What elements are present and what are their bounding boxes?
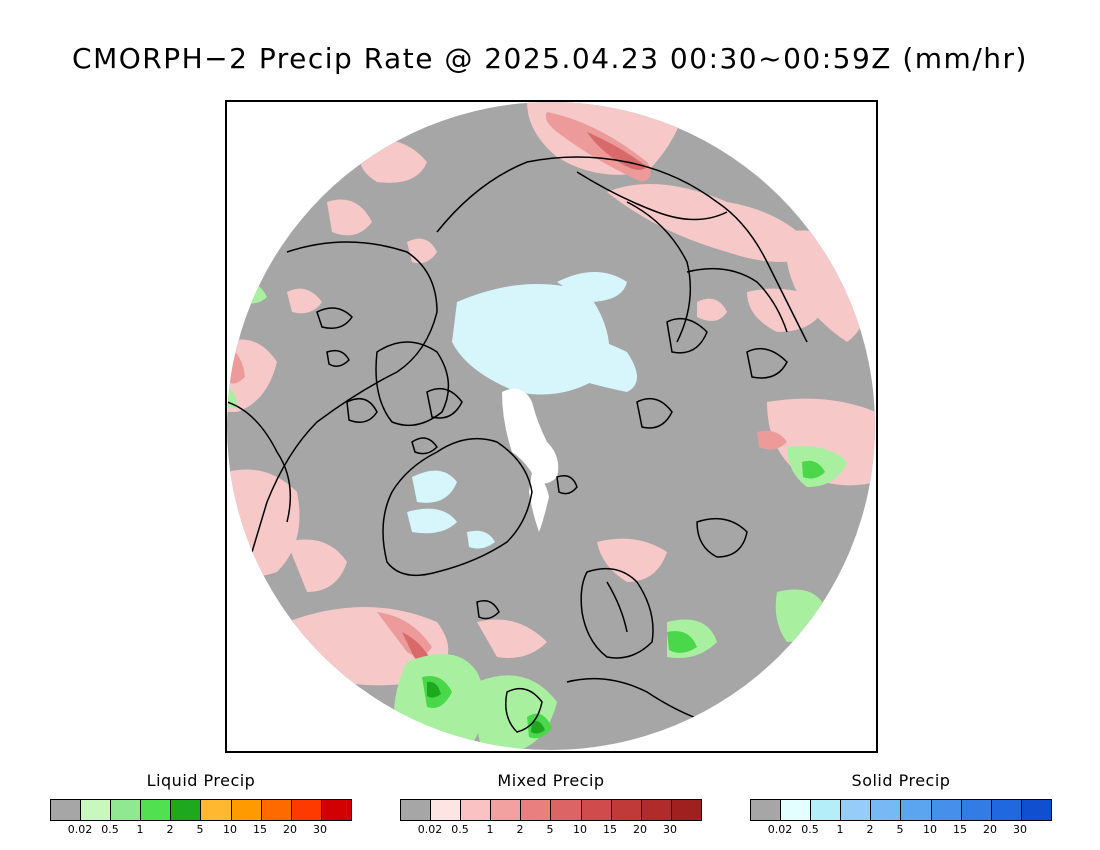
legend-swatch — [321, 800, 351, 820]
legend-tick-label: 20 — [633, 823, 647, 836]
legend-tick-label: 30 — [663, 823, 677, 836]
legend-title: Liquid Precip — [146, 771, 256, 790]
legend-swatch — [781, 800, 812, 820]
legend-tick-label: 5 — [896, 823, 904, 836]
legend-swatch — [171, 800, 202, 820]
legend-swatch — [871, 800, 902, 820]
legend-swatch — [901, 800, 932, 820]
legend-tick-label: 15 — [253, 823, 267, 836]
legend-tick-label: 30 — [1013, 823, 1027, 836]
legend-tick-label: 0.02 — [767, 823, 793, 836]
legend-tick-label: 15 — [953, 823, 967, 836]
legend-swatch — [931, 800, 962, 820]
liquid-precip-heavy — [427, 681, 545, 734]
polar-precip-map — [227, 102, 875, 750]
legend-tick-label: 5 — [196, 823, 204, 836]
legend-tick-label: 2 — [866, 823, 874, 836]
legend-tick-label: 20 — [283, 823, 297, 836]
legend-tick-label: 1 — [836, 823, 844, 836]
mixed-precip-heavy — [402, 132, 647, 664]
legend-tick-label: 0.5 — [451, 823, 469, 836]
legend-liquid: Liquid Precip 0.02 0.5 1 2 5 10 15 20 30 — [50, 770, 352, 840]
legend-swatch — [641, 800, 672, 820]
legend-swatch — [1021, 800, 1051, 820]
legend-tick-row: 0.02 0.5 1 2 5 10 15 20 30 — [400, 823, 702, 837]
legend-tick-label: 0.02 — [417, 823, 443, 836]
legend-swatch — [81, 800, 112, 820]
legend-tick-label: 2 — [166, 823, 174, 836]
no-precip-disk — [227, 102, 875, 750]
legend-mixed: Mixed Precip 0.02 0.5 1 2 5 10 15 20 30 — [400, 770, 702, 840]
legend-swatch — [841, 800, 872, 820]
legend-swatch — [611, 800, 642, 820]
legend-color-bar — [400, 799, 702, 821]
legend-swatch — [51, 800, 82, 820]
legend-tick-label: 10 — [223, 823, 237, 836]
legend-tick-label: 1 — [486, 823, 494, 836]
legend-color-bar — [750, 799, 1052, 821]
legend-tick-label: 30 — [313, 823, 327, 836]
legend-swatch — [811, 800, 842, 820]
legend-color-bar — [50, 799, 352, 821]
legend-swatch — [431, 800, 462, 820]
map-panel — [225, 100, 878, 753]
legend-tick-row: 0.02 0.5 1 2 5 10 15 20 30 — [750, 823, 1052, 837]
figure-title: CMORPH−2 Precip Rate @ 2025.04.23 00:30~… — [72, 42, 1028, 75]
legend-title: Solid Precip — [851, 771, 951, 790]
legend-swatch — [461, 800, 492, 820]
legend-tick-label: 10 — [573, 823, 587, 836]
legend-tick-label: 15 — [603, 823, 617, 836]
legend-tick-label: 2 — [516, 823, 524, 836]
legend-swatch — [671, 800, 701, 820]
legend-swatch — [961, 800, 992, 820]
legend-swatch — [201, 800, 232, 820]
solid-precip-heavy — [502, 388, 559, 532]
legend-swatch — [261, 800, 292, 820]
legend-tick-row: 0.02 0.5 1 2 5 10 15 20 30 — [50, 823, 352, 837]
legend-swatch — [291, 800, 322, 820]
legend-title: Mixed Precip — [497, 771, 605, 790]
legend-swatch — [111, 800, 142, 820]
legend-tick-label: 20 — [983, 823, 997, 836]
legend-swatch — [401, 800, 432, 820]
legend-tick-label: 5 — [546, 823, 554, 836]
land-outlines — [227, 156, 808, 733]
legend-tick-label: 0.02 — [67, 823, 93, 836]
legend-tick-label: 10 — [923, 823, 937, 836]
legend-tick-label: 1 — [136, 823, 144, 836]
legend-swatch — [491, 800, 522, 820]
legend-swatch — [521, 800, 552, 820]
legend-swatch — [231, 800, 262, 820]
legend-swatch — [751, 800, 782, 820]
legend-tick-label: 0.5 — [801, 823, 819, 836]
legend-solid: Solid Precip 0.02 0.5 1 2 5 10 15 20 30 — [750, 770, 1052, 840]
legend-swatch — [581, 800, 612, 820]
legend-swatch — [991, 800, 1022, 820]
legend-swatch — [141, 800, 172, 820]
legend-swatch — [551, 800, 582, 820]
legend-tick-label: 0.5 — [101, 823, 119, 836]
solid-precip-areas — [407, 272, 637, 549]
